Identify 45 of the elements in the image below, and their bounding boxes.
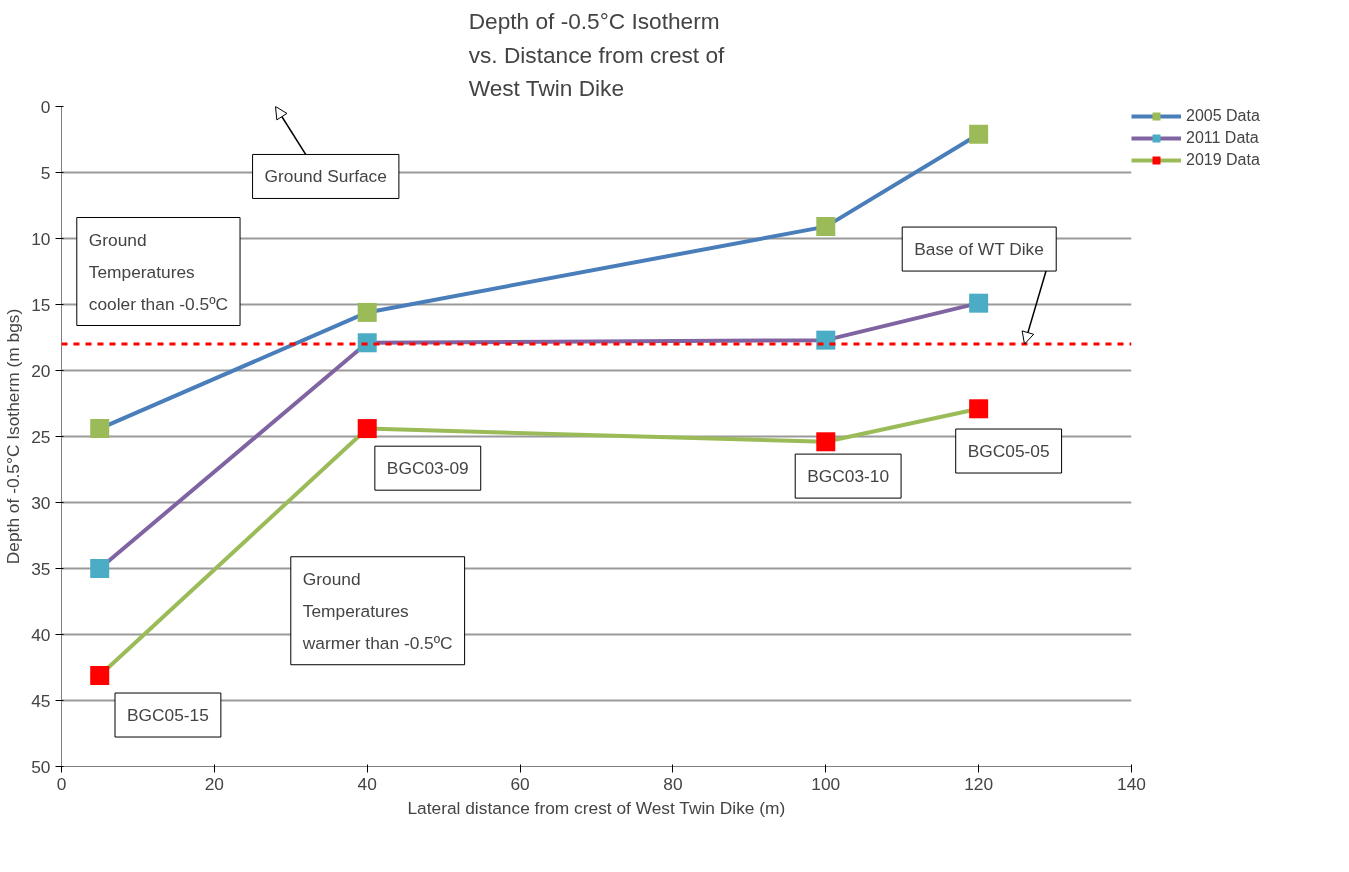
x-tick-label: 60 bbox=[510, 773, 530, 794]
legend-label: 2005 Data bbox=[1186, 107, 1260, 125]
point bbox=[90, 419, 110, 439]
point bbox=[969, 399, 989, 419]
chart-title: Depth of -0.5°C Isotherm vs. Distance from crest of West Twin Dike bbox=[468, 7, 725, 102]
annotation: BGC03-09 bbox=[386, 458, 469, 479]
point bbox=[90, 665, 110, 685]
x-axis-title: Lateral distance from crest of West Twin Dike (m) bbox=[407, 797, 786, 818]
annotation: Base of WT Dike bbox=[914, 239, 1044, 260]
annotation: Ground Surface bbox=[264, 166, 387, 187]
annotation: BGC05-05 bbox=[967, 441, 1050, 462]
y-tick-label: 15 bbox=[31, 294, 51, 315]
y-tick-label: 50 bbox=[31, 756, 51, 777]
point bbox=[816, 432, 836, 452]
y-tick-label: 25 bbox=[31, 426, 51, 447]
point bbox=[357, 419, 377, 439]
legend-label: 2011 Data bbox=[1186, 129, 1259, 147]
annotation: BGC03-10 bbox=[807, 466, 890, 487]
y-tick-label: 5 bbox=[40, 162, 51, 183]
point bbox=[357, 302, 377, 322]
point bbox=[969, 124, 989, 144]
y-tick-label: 40 bbox=[31, 624, 51, 645]
x-tick-label: 100 bbox=[811, 773, 841, 794]
x-tick-label: 40 bbox=[357, 773, 377, 794]
annotation: Ground Temperatures cooler than -0.5ºC bbox=[88, 229, 229, 314]
x-tick-label: 140 bbox=[1117, 773, 1146, 794]
y-tick-label: 30 bbox=[31, 492, 51, 513]
y-tick-label: 10 bbox=[31, 228, 51, 249]
x-tick-label: 80 bbox=[663, 773, 683, 794]
annotation: Ground Temperatures warmer than -0.5ºC bbox=[301, 568, 453, 653]
point bbox=[90, 559, 110, 578]
y-tick-label: 35 bbox=[31, 558, 51, 579]
y-tick-label: 45 bbox=[31, 690, 51, 711]
point bbox=[969, 293, 989, 313]
y-axis-title: Depth of -0.5°C Isotherm (m bgs) bbox=[3, 308, 24, 565]
x-tick-label: 0 bbox=[56, 773, 67, 794]
x-tick-label: 120 bbox=[964, 773, 994, 794]
annotation: BGC05-15 bbox=[127, 705, 209, 726]
point bbox=[816, 217, 836, 237]
legend-label: 2019 Data bbox=[1186, 151, 1260, 169]
point bbox=[816, 330, 836, 350]
point bbox=[357, 333, 377, 353]
y-tick-label: 20 bbox=[31, 360, 51, 381]
y-tick-label: 0 bbox=[40, 96, 51, 117]
x-tick-label: 20 bbox=[204, 773, 224, 794]
